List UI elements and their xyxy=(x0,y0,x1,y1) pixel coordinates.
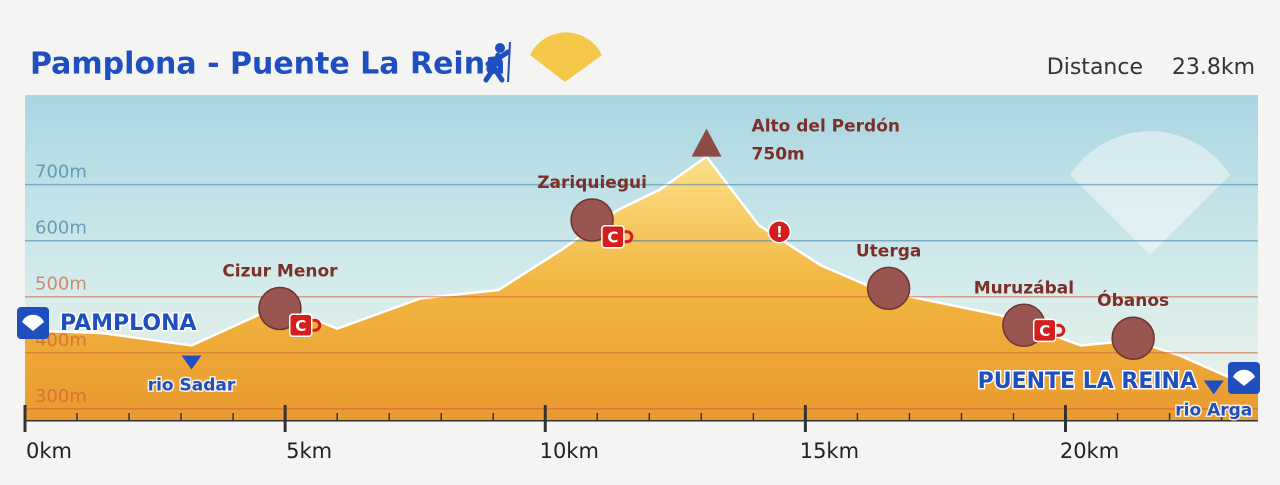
place-marker xyxy=(1111,316,1155,360)
shell-badge xyxy=(1228,362,1260,394)
place-label: Zariquiegui xyxy=(537,173,647,193)
river-label: rio Arga xyxy=(1175,400,1252,420)
peak-label: Alto del Perdón xyxy=(752,117,900,137)
cafe-symbol: C xyxy=(295,317,306,335)
cafe-symbol: C xyxy=(1039,322,1050,340)
shell-badge xyxy=(17,307,49,339)
y-tick-label: 300m xyxy=(35,386,87,407)
river-marker xyxy=(181,355,202,370)
place-label: Uterga xyxy=(856,241,922,261)
x-tick-label: 10km xyxy=(540,439,599,463)
cafe-icon: C xyxy=(288,313,322,338)
place-label: Óbanos xyxy=(1097,289,1169,311)
start-label: PAMPLONA xyxy=(60,311,197,336)
shell-icon xyxy=(530,32,602,82)
elevation-area-fill xyxy=(25,156,1258,420)
cafe-cup-handle xyxy=(308,318,322,332)
distance-label: Distance xyxy=(1047,55,1143,80)
shell-watermark xyxy=(1070,131,1230,255)
y-tick-label: 700m xyxy=(35,162,87,183)
shell-badge-shell xyxy=(22,314,44,331)
cafe-cup-handle xyxy=(1052,323,1066,337)
peak-value-label: 750m xyxy=(752,145,805,165)
river-marker xyxy=(1203,380,1224,395)
x-tick-label: 15km xyxy=(800,439,859,463)
cafe-marker xyxy=(288,313,313,338)
hiker-icon xyxy=(483,41,511,83)
title: Pamplona - Puente La Reina xyxy=(30,47,505,82)
place-label: Cizur Menor xyxy=(222,261,338,281)
cafe-icon: C xyxy=(601,225,634,249)
distance-value: 23.8km xyxy=(1172,55,1255,80)
cafe-symbol: C xyxy=(607,228,618,246)
y-tick-label: 600m xyxy=(35,218,87,239)
shell-badge-shell xyxy=(1233,369,1255,386)
x-tick-label: 0km xyxy=(26,439,72,463)
cafe-cup-handle xyxy=(620,230,634,244)
end-label: PUENTE LA REINA xyxy=(978,369,1197,394)
peak-marker xyxy=(691,128,722,157)
river-label: rio Sadar xyxy=(148,375,236,395)
cafe-marker xyxy=(601,225,625,249)
place-marker xyxy=(866,266,911,311)
warning-marker xyxy=(767,219,792,244)
y-tick-label: 500m xyxy=(35,274,87,295)
cafe-marker xyxy=(1032,318,1057,343)
warning-symbol: ! xyxy=(776,223,783,241)
cafe-icon: C xyxy=(1032,318,1066,343)
x-tick-label: 20km xyxy=(1060,439,1119,463)
place-label: Muruzábal xyxy=(974,278,1074,298)
x-tick-label: 5km xyxy=(286,439,332,463)
